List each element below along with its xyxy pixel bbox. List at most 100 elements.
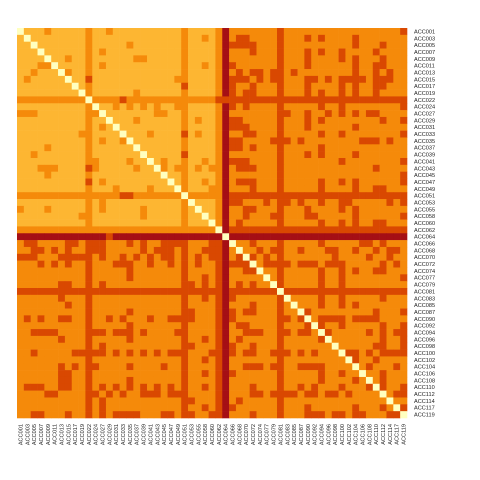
heatmap-cell [188, 116, 196, 125]
heatmap-cell [393, 329, 401, 337]
heatmap-cell [235, 335, 244, 344]
heatmap-cell [126, 55, 134, 63]
heatmap-cell [133, 240, 141, 248]
row-tick-labels: ACC001ACC003ACC005ACC007ACC009ACC011ACC0… [414, 29, 435, 418]
heatmap-cell [30, 335, 38, 344]
heatmap-cell [181, 370, 189, 378]
heatmap-cell [400, 164, 408, 172]
heatmap-cell [133, 130, 141, 138]
heatmap-cell [17, 185, 25, 193]
heatmap-cell [386, 123, 394, 131]
heatmap-cell [270, 75, 278, 84]
heatmap-cell [283, 158, 291, 166]
heatmap-cell [201, 69, 209, 77]
heatmap-cell [393, 274, 401, 282]
heatmap-cell [181, 219, 189, 227]
heatmap-cell [372, 171, 380, 179]
heatmap-cell [194, 96, 203, 104]
heatmap-cell [345, 55, 353, 63]
heatmap-cell [283, 329, 291, 337]
heatmap-cell [64, 342, 73, 350]
heatmap-cell [311, 411, 319, 419]
heatmap-cell [92, 34, 100, 42]
heatmap-cell [201, 383, 209, 391]
heatmap-cell [290, 356, 298, 364]
heatmap-cell [147, 96, 155, 104]
heatmap-cell [393, 335, 401, 344]
heatmap-cell [181, 151, 189, 159]
heatmap-cell [345, 397, 353, 405]
heatmap-cell [30, 75, 38, 84]
heatmap-cell [338, 315, 346, 323]
heatmap-cell [372, 116, 380, 125]
heatmap-cell [222, 69, 230, 77]
heatmap-cell [58, 342, 66, 350]
heatmap-cell [85, 199, 93, 207]
row-tick-label: ACC049 [414, 187, 435, 193]
heatmap-cell [318, 96, 326, 104]
heatmap-cell [64, 233, 73, 241]
heatmap-cell [379, 116, 387, 125]
heatmap-cell [331, 110, 339, 118]
heatmap-cell [338, 116, 346, 125]
heatmap-cell [256, 363, 264, 371]
heatmap-cell [44, 376, 52, 385]
heatmap-cell [160, 96, 168, 104]
heatmap-cell [153, 199, 161, 207]
heatmap-cell [270, 96, 278, 104]
heatmap-cell [208, 205, 216, 214]
heatmap-cell [400, 288, 408, 296]
heatmap-cell [372, 82, 380, 90]
heatmap-cell [119, 103, 127, 111]
heatmap-cell [140, 322, 148, 330]
heatmap-cell [365, 335, 374, 344]
heatmap-cell [311, 342, 319, 350]
heatmap-cell [30, 89, 38, 97]
heatmap-cell [386, 130, 394, 138]
heatmap-cell [23, 41, 31, 49]
heatmap-cell [277, 96, 285, 104]
heatmap-cell [290, 164, 298, 172]
column-tick-label: ACC079 [272, 424, 278, 445]
heatmap-cell [112, 376, 120, 385]
heatmap-cell [263, 75, 271, 84]
heatmap-cell [174, 226, 182, 234]
heatmap-cell [372, 158, 380, 166]
heatmap-cell [249, 192, 257, 200]
heatmap-cell [140, 123, 148, 131]
heatmap-cell [242, 260, 250, 268]
heatmap-cell [318, 308, 326, 316]
heatmap-cell [345, 329, 353, 337]
heatmap-cell [92, 123, 100, 131]
heatmap-cell [318, 116, 326, 125]
heatmap-cell [290, 75, 298, 84]
heatmap-cell [23, 192, 31, 200]
heatmap-cell [160, 75, 168, 84]
heatmap-cell [297, 144, 305, 152]
heatmap-cell [174, 164, 182, 172]
heatmap-cell [297, 116, 305, 125]
heatmap-cell [194, 110, 203, 118]
heatmap-cell [153, 288, 161, 296]
column-tick-label: ACC064 [224, 424, 230, 445]
heatmap-cell [133, 253, 141, 261]
heatmap-cell [297, 123, 305, 131]
heatmap-cell [58, 411, 66, 419]
heatmap-cell [201, 151, 209, 159]
heatmap-cell [386, 383, 394, 391]
heatmap-cell [51, 301, 59, 309]
heatmap-cell [119, 274, 127, 282]
heatmap-cell [400, 315, 408, 323]
heatmap-cell [372, 363, 380, 371]
heatmap-cell [290, 178, 298, 186]
heatmap-cell [85, 363, 93, 371]
heatmap-cell [386, 178, 394, 186]
heatmap-cell [92, 62, 100, 70]
heatmap-cell [174, 144, 182, 152]
heatmap-cell [311, 267, 319, 275]
heatmap-cell [386, 329, 394, 337]
heatmap-cell [147, 82, 155, 90]
heatmap-cell [126, 28, 134, 36]
heatmap-cell [270, 356, 278, 364]
heatmap-cell [51, 411, 59, 419]
